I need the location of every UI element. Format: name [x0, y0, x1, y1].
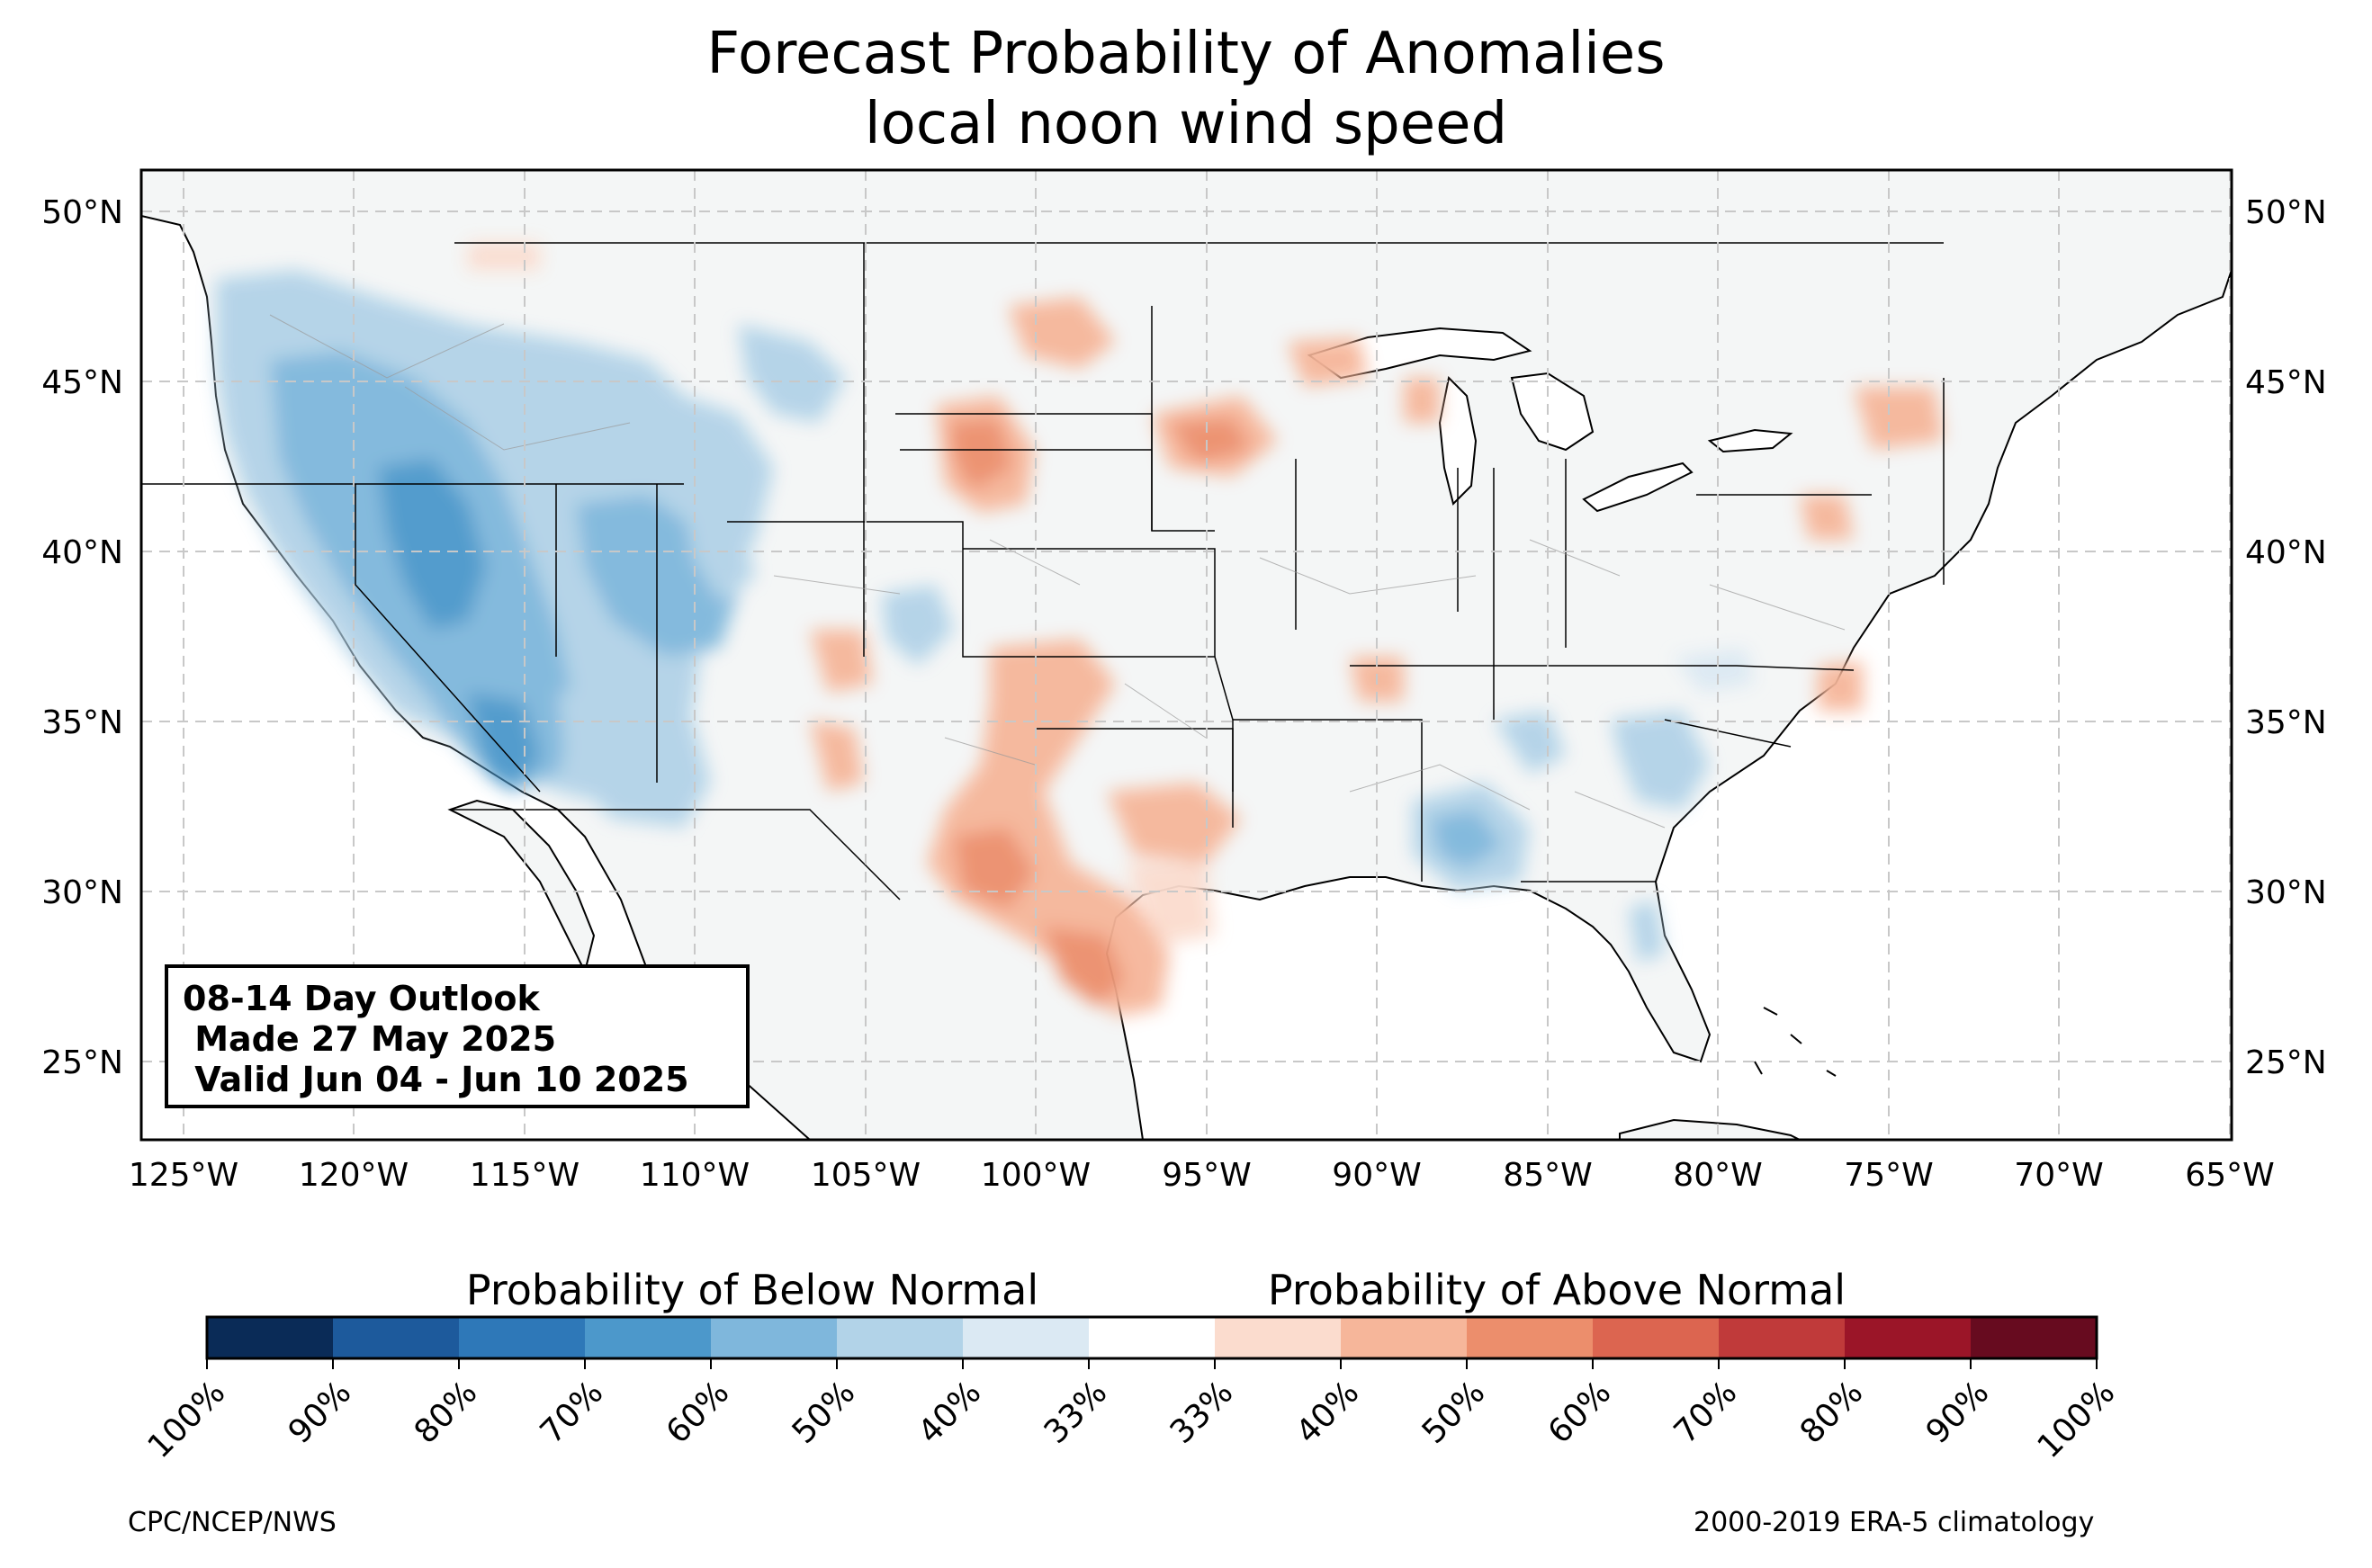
outlook-period: 08-14 Day Outlook — [183, 979, 540, 1018]
colorbar-tick-label: 90% — [282, 1374, 359, 1451]
lon-label: 90°W — [1332, 1157, 1421, 1194]
colorbar-swatch — [459, 1317, 586, 1358]
outlook-made-date: Made 27 May 2025 — [183, 1019, 557, 1059]
lon-label: 115°W — [470, 1157, 580, 1194]
lon-label: 80°W — [1673, 1157, 1762, 1194]
latitude-labels-right: 50°N 45°N 40°N 35°N 30°N 25°N — [2245, 194, 2327, 1081]
lon-label: 105°W — [811, 1157, 921, 1194]
colorbar-tick-label: 40% — [1289, 1374, 1367, 1451]
longitude-labels: 125°W 120°W 115°W 110°W 105°W 100°W 95°W… — [129, 1157, 2275, 1194]
outlook-info-box: 08-14 Day Outlook Made 27 May 2025 Valid… — [165, 964, 750, 1108]
colorbar-swatch — [1089, 1317, 1216, 1358]
colorbar-tick-label: 60% — [660, 1374, 737, 1451]
lat-label: 25°N — [41, 1044, 123, 1081]
state-borders — [141, 242, 1945, 900]
lake-ontario — [1707, 428, 1793, 453]
lon-label: 110°W — [640, 1157, 750, 1194]
climatology-note: 2000-2019 ERA-5 climatology — [1694, 1507, 2095, 1538]
colorbar-swatch — [207, 1317, 334, 1358]
source-credit: CPC/NCEP/NWS — [128, 1507, 337, 1538]
lon-label: 65°W — [2185, 1157, 2274, 1194]
land-cuba — [1619, 1118, 1801, 1140]
lat-label: 40°N — [2245, 534, 2327, 571]
lat-label: 35°N — [2245, 704, 2327, 741]
lat-label: 30°N — [2245, 874, 2327, 911]
lon-label: 70°W — [2014, 1157, 2103, 1194]
colorbar-tick-label: 33% — [1164, 1374, 1241, 1451]
map-frame — [139, 168, 2233, 1142]
colorbar-tick-label: 100% — [141, 1374, 233, 1465]
colorbar-tick-label: 70% — [534, 1374, 611, 1451]
colorbar-tick-label: 40% — [912, 1374, 989, 1451]
colorbar-swatch — [1845, 1317, 1972, 1358]
colorbar-tick-label: 33% — [1038, 1374, 1115, 1451]
colorbar-tick-label: 80% — [408, 1374, 485, 1451]
lon-label: 75°W — [1844, 1157, 1933, 1194]
outlook-valid-dates: Valid Jun 04 - Jun 10 2025 — [183, 1060, 689, 1099]
lat-label: 45°N — [41, 364, 123, 401]
colorbar-below-label: Probability of Below Normal — [466, 1266, 1038, 1314]
colorbar-above-label: Probability of Above Normal — [1268, 1266, 1846, 1314]
colorbar-swatch — [1719, 1317, 1846, 1358]
lake-michigan — [1438, 375, 1478, 506]
colorbar-swatch — [333, 1317, 460, 1358]
above-normal-areas — [468, 243, 1944, 1017]
lat-label: 50°N — [41, 194, 123, 231]
colorbar-tick-label: 80% — [1793, 1374, 1871, 1451]
below-normal-areas — [216, 270, 1755, 963]
colorbar-swatch — [1215, 1317, 1342, 1358]
lat-label: 40°N — [41, 534, 123, 571]
graticule — [141, 170, 2232, 1140]
lat-label: 35°N — [41, 704, 123, 741]
lake-erie — [1582, 461, 1694, 513]
latitude-labels-left: 50°N 45°N 40°N 35°N 30°N 25°N — [41, 194, 123, 1081]
colorbar-tick-label: 50% — [1415, 1374, 1493, 1451]
colorbar-ticks: 100% 90% 80% 70% 60% 50% 40% 33% 33% 40% 50% 60% 70%… — [141, 1358, 2123, 1465]
colorbar-swatch — [837, 1317, 964, 1358]
colorbar-tick-label: 60% — [1541, 1374, 1619, 1451]
lake-huron — [1510, 372, 1595, 452]
land-baja — [447, 799, 596, 974]
colorbar-swatch — [1593, 1317, 1720, 1358]
lon-label: 85°W — [1503, 1157, 1592, 1194]
colorbar-tick-label: 70% — [1667, 1374, 1745, 1451]
colorbar-swatch — [963, 1317, 1090, 1358]
lon-label: 100°W — [981, 1157, 1091, 1194]
region-lines — [269, 314, 1846, 829]
lon-label: 120°W — [299, 1157, 409, 1194]
lat-label: 25°N — [2245, 1044, 2327, 1081]
colorbar-swatch — [585, 1317, 712, 1358]
land-bahamas — [1754, 1007, 1837, 1077]
colorbar — [205, 1315, 2098, 1360]
colorbar-swatch — [711, 1317, 838, 1358]
colorbar-swatch — [1971, 1317, 2098, 1358]
map-content — [141, 170, 2232, 1140]
colorbar-tick-label: 90% — [1919, 1374, 1997, 1451]
lat-label: 50°N — [2245, 194, 2327, 231]
lon-label: 125°W — [129, 1157, 238, 1194]
colorbar-tick-label: 100% — [2031, 1374, 2123, 1465]
colorbar-swatch — [1467, 1317, 1594, 1358]
lat-label: 45°N — [2245, 364, 2327, 401]
lat-label: 30°N — [41, 874, 123, 911]
colorbar-swatch — [1341, 1317, 1468, 1358]
chart-title: Forecast Probability of Anomalies — [706, 21, 1666, 87]
colorbar-tick-label: 50% — [786, 1374, 863, 1451]
colorbar-frame — [205, 1315, 2098, 1360]
lon-label: 95°W — [1162, 1157, 1251, 1194]
chart-subtitle: local noon wind speed — [864, 91, 1508, 157]
